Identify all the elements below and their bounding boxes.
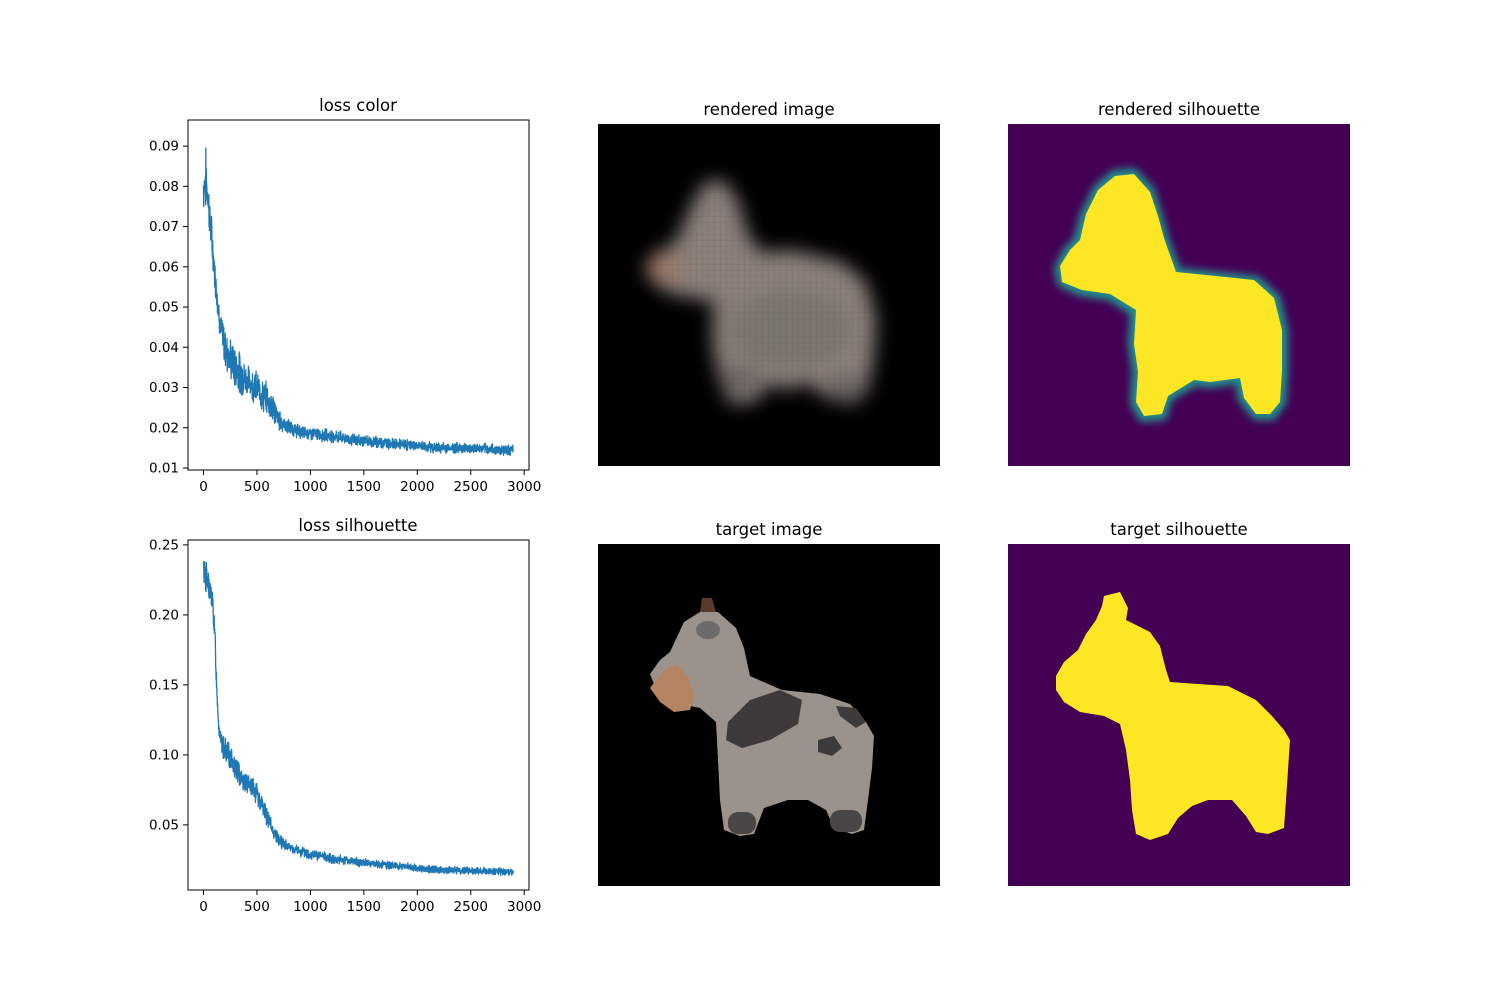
target-silhouette-title: target silhouette: [1110, 520, 1248, 539]
cow-spot: [818, 736, 842, 756]
loss-silhouette-x-tick-label: 1000: [293, 899, 327, 915]
loss-color-series-line: [202, 147, 514, 457]
loss-color-chart: 0.01 0.02 0.03 0.04 0.05 0.06 0.07 0.08 0.09 0 50…: [149, 119, 541, 495]
loss-color-y-tick-label: 0.03: [149, 380, 179, 396]
loss-silhouette-x-tick-label: 1500: [347, 899, 381, 915]
loss-color-x-tick-label: 2500: [454, 479, 488, 495]
rendered-image: [598, 124, 940, 466]
loss-color-title: loss color: [319, 96, 397, 115]
loss-color-y-tick-label: 0.08: [149, 179, 179, 195]
loss-silhouette-x-tick-label: 500: [244, 899, 270, 915]
loss-color-y-tick-label: 0.05: [149, 300, 179, 316]
rendered-image-title: rendered image: [703, 100, 835, 119]
cow-horn: [700, 598, 716, 612]
target-image: [598, 544, 940, 886]
loss-silhouette-y-tick-label: 0.15: [149, 677, 179, 693]
loss-color-y-tick-label: 0.06: [149, 259, 179, 275]
loss-color-x-tick-label: 500: [244, 479, 270, 495]
target-image-title: target image: [715, 520, 823, 539]
loss-silhouette-x-tick-label: 0: [199, 899, 208, 915]
loss-color-x-tick-label: 2000: [400, 479, 434, 495]
cow-snout: [650, 664, 694, 712]
cow-hoof: [830, 810, 862, 832]
rendered-silhouette: [1008, 124, 1350, 466]
cow-hoof: [728, 812, 756, 834]
loss-silhouette-y-tick-label: 0.20: [149, 607, 179, 623]
loss-silhouette-x-tick-label: 2500: [454, 899, 488, 915]
loss-color-y-tick-label: 0.07: [149, 219, 179, 235]
loss-color-y-tick-label: 0.01: [149, 460, 179, 476]
loss-silhouette-y-tick-label: 0.05: [149, 817, 179, 833]
loss-silhouette-y-tick-label: 0.25: [149, 537, 179, 553]
loss-color-x-tick-label: 1000: [293, 479, 327, 495]
loss-silhouette-x-tick-label: 3000: [507, 899, 541, 915]
loss-color-x-tick-label: 3000: [507, 479, 541, 495]
loss-color-x-ticks: 0 500 1000 1500 2000 2500 3000: [199, 470, 541, 495]
cow-spot: [836, 706, 866, 728]
loss-silhouette-x-tick-label: 2000: [400, 899, 434, 915]
rendered-silhouette-title: rendered silhouette: [1098, 100, 1260, 119]
loss-silhouette-y-ticks: 0.05 0.10 0.15 0.20 0.25: [149, 537, 188, 833]
loss-silhouette-y-tick-label: 0.10: [149, 747, 179, 763]
loss-color-y-tick-label: 0.02: [149, 420, 179, 436]
loss-color-axes-frame: [187, 119, 530, 471]
loss-silhouette-x-ticks: 0 500 1000 1500 2000 2500 3000: [199, 890, 541, 915]
target-silhouette: [1008, 544, 1350, 886]
loss-color-x-tick-label: 1500: [347, 479, 381, 495]
loss-color-y-tick-label: 0.09: [149, 139, 179, 155]
cow-spot: [726, 690, 802, 748]
loss-color-y-tick-label: 0.04: [149, 340, 179, 356]
loss-silhouette-axes-frame: [187, 539, 530, 891]
loss-color-x-tick-label: 0: [199, 479, 208, 495]
loss-color-y-ticks: 0.01 0.02 0.03 0.04 0.05 0.06 0.07 0.08 0.09: [149, 139, 188, 476]
cow-ear: [696, 621, 720, 639]
loss-silhouette-chart: 0.05 0.10 0.15 0.20 0.25 0 500 1000 1500 2000 250…: [149, 537, 541, 915]
loss-silhouette-series-line: [202, 560, 514, 877]
loss-silhouette-title: loss silhouette: [298, 516, 418, 535]
